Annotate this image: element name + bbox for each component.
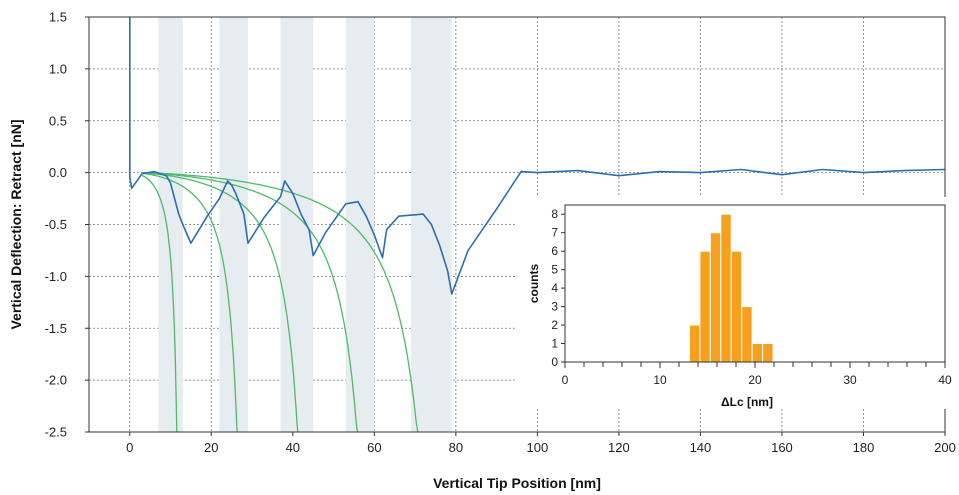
y-tick-label: -0.5 [45,217,67,232]
histogram-bar [688,324,701,363]
inset-ticks: 0 10 20 30 40 0 1 2 3 4 5 6 7 8 [551,207,952,387]
y-axis-title: Vertical Deflection: Retract [nN] [8,119,24,329]
y-tick-labels: -2.5 -2.0 -1.5 -1.0 -0.5 0.0 0.5 1.0 1.5 [45,10,89,440]
y-tick-label: -1.5 [45,321,67,336]
histogram-bar [730,250,743,363]
inset-y-tick-label: 7 [551,226,558,240]
y-tick-label: -2.5 [45,425,67,440]
histogram-bar [709,232,722,363]
histogram-bar [720,213,732,363]
histogram-bar [741,306,753,363]
inset-x-tick-label: 40 [938,373,952,387]
histogram-bar [751,343,764,363]
trace-line [129,17,946,295]
x-axis-title: Vertical Tip Position [nm] [433,475,601,491]
force-trace [129,17,946,295]
inset-x-tick-label: 20 [748,373,762,387]
x-tick-label: 0 [126,440,133,455]
x-tick-label: 100 [527,440,549,455]
x-tick-label: 160 [771,440,793,455]
inset-x-tick-label: 0 [562,373,569,387]
fit-curve [141,171,359,433]
inset-y-tick-label: 6 [551,244,558,258]
fit-curve [141,171,419,433]
inset-y-tick-label: 5 [551,263,558,277]
histogram-bar [699,250,711,363]
x-tick-label: 80 [449,440,463,455]
inset-y-tick-label: 1 [551,337,558,351]
shaded-band [158,17,183,432]
x-tick-label: 200 [934,440,956,455]
y-tick-label: 1.0 [49,61,67,76]
fit-curve [141,172,299,433]
y-tick-label: 0.0 [49,165,67,180]
inset-x-tick-label: 30 [843,373,857,387]
inset-histogram: 0 10 20 30 40 0 1 2 3 4 5 6 7 8 ΔLc [nm] counts [517,197,952,409]
inset-y-tick-label: 3 [551,300,558,314]
inset-y-tick-label: 4 [551,281,558,295]
fit-curve [141,174,178,433]
shaded-band [280,17,314,432]
x-tick-label: 20 [204,440,218,455]
fit-curve [142,172,238,433]
x-tick-label: 40 [286,440,300,455]
x-tick-label: 140 [690,440,712,455]
inset-y-tick-label: 8 [551,207,558,221]
inset-x-tick-label: 10 [653,373,667,387]
y-tick-label: 1.5 [49,10,67,25]
y-tick-label: 0.5 [49,113,67,128]
inset-x-axis-title: ΔLc [nm] [721,395,773,409]
x-tick-label: 60 [367,440,381,455]
x-tick-labels: 0 20 40 60 80 100 120 140 160 180 200 [126,432,956,455]
histogram-bar [762,343,774,363]
x-tick-label: 180 [853,440,875,455]
x-tick-label: 120 [608,440,630,455]
fit-curves [141,171,419,433]
y-tick-label: -1.0 [45,269,67,284]
inset-y-tick-label: 2 [551,318,558,332]
y-tick-label: -2.0 [45,373,67,388]
inset-y-axis-title: counts [527,264,541,304]
inset-y-tick-label: 0 [551,355,558,369]
